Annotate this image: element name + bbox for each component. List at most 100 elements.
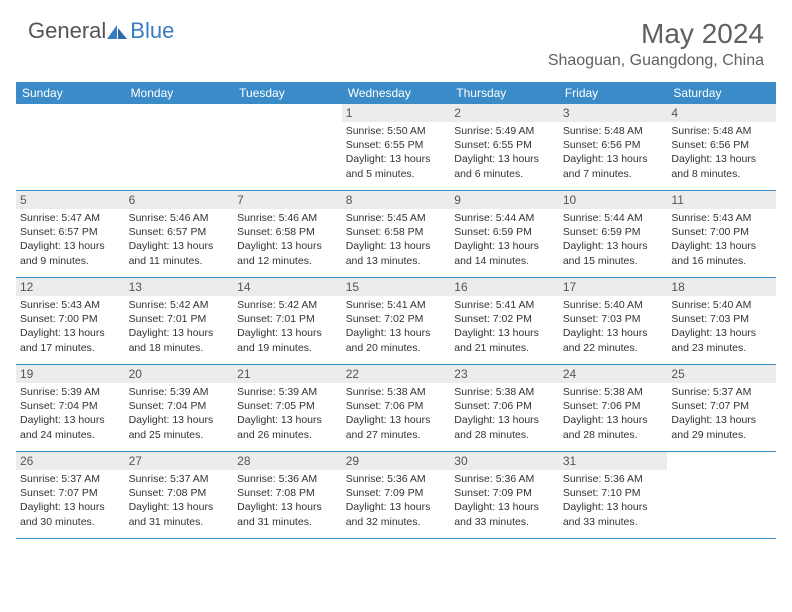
day-number: 19 xyxy=(16,365,125,383)
sunrise-text: Sunrise: 5:45 AM xyxy=(346,211,447,225)
sunset-text: Sunset: 7:08 PM xyxy=(237,486,338,500)
daylight-text: Daylight: 13 hours and 27 minutes. xyxy=(346,413,447,441)
sunrise-text: Sunrise: 5:36 AM xyxy=(237,472,338,486)
daylight-text: Daylight: 13 hours and 16 minutes. xyxy=(671,239,772,267)
day-cell: 23Sunrise: 5:38 AMSunset: 7:06 PMDayligh… xyxy=(450,365,559,451)
day-cell: 17 Sunrise: 5:40 AMSunset: 7:03 PMDayligh… xyxy=(559,278,668,364)
day-cell xyxy=(233,104,342,190)
day-cell: 6Sunrise: 5:46 AMSunset: 6:57 PMDaylight… xyxy=(125,191,234,277)
sunrise-text: Sunrise: 5:48 AM xyxy=(671,124,772,138)
daylight-text: Daylight: 13 hours and 20 minutes. xyxy=(346,326,447,354)
daylight-text: Daylight: 13 hours and 28 minutes. xyxy=(563,413,664,441)
day-cell: 13Sunrise: 5:42 AMSunset: 7:01 PMDayligh… xyxy=(125,278,234,364)
sunrise-text: Sunrise: 5:38 AM xyxy=(346,385,447,399)
day-cell: 4 Sunrise: 5:48 AMSunset: 6:56 PMDaylight… xyxy=(667,104,776,190)
day-number: 1 xyxy=(342,104,451,122)
sunset-text: Sunset: 7:00 PM xyxy=(671,225,772,239)
day-cell: 14Sunrise: 5:42 AMSunset: 7:01 PMDayligh… xyxy=(233,278,342,364)
daylight-text: Daylight: 13 hours and 19 minutes. xyxy=(237,326,338,354)
day-cell: 8Sunrise: 5:45 AMSunset: 6:58 PMDaylight… xyxy=(342,191,451,277)
sunset-text: Sunset: 6:56 PM xyxy=(671,138,772,152)
day-number: 9 xyxy=(450,191,559,209)
day-cell: 25 Sunrise: 5:37 AMSunset: 7:07 PMDayligh… xyxy=(667,365,776,451)
sunrise-text: Sunrise: 5:47 AM xyxy=(20,211,121,225)
daylight-text: Daylight: 13 hours and 33 minutes. xyxy=(454,500,555,528)
weekday-header-cell: Friday xyxy=(559,82,668,104)
day-cell: 7Sunrise: 5:46 AMSunset: 6:58 PMDaylight… xyxy=(233,191,342,277)
day-cell: 9Sunrise: 5:44 AMSunset: 6:59 PMDaylight… xyxy=(450,191,559,277)
sunset-text: Sunset: 7:04 PM xyxy=(129,399,230,413)
weekday-header-cell: Saturday xyxy=(667,82,776,104)
daylight-text: Daylight: 13 hours and 32 minutes. xyxy=(346,500,447,528)
day-number: 3 xyxy=(559,104,668,122)
daylight-text: Daylight: 13 hours and 25 minutes. xyxy=(129,413,230,441)
sunrise-text: Sunrise: 5:42 AM xyxy=(237,298,338,312)
sunset-text: Sunset: 7:04 PM xyxy=(20,399,121,413)
day-cell: 2Sunrise: 5:49 AMSunset: 6:55 PMDaylight… xyxy=(450,104,559,190)
sunrise-text: Sunrise: 5:48 AM xyxy=(563,124,664,138)
week-row: 19Sunrise: 5:39 AMSunset: 7:04 PMDayligh… xyxy=(16,365,776,452)
daylight-text: Daylight: 13 hours and 7 minutes. xyxy=(563,152,664,180)
sunrise-text: Sunrise: 5:43 AM xyxy=(671,211,772,225)
sunrise-text: Sunrise: 5:43 AM xyxy=(20,298,121,312)
day-number: 6 xyxy=(125,191,234,209)
sunrise-text: Sunrise: 5:37 AM xyxy=(671,385,772,399)
day-number: 10 xyxy=(559,191,668,209)
sunrise-text: Sunrise: 5:36 AM xyxy=(563,472,664,486)
sunset-text: Sunset: 6:56 PM xyxy=(563,138,664,152)
day-cell: 28Sunrise: 5:36 AMSunset: 7:08 PMDayligh… xyxy=(233,452,342,538)
day-cell: 24Sunrise: 5:38 AMSunset: 7:06 PMDayligh… xyxy=(559,365,668,451)
sunset-text: Sunset: 6:57 PM xyxy=(20,225,121,239)
daylight-text: Daylight: 13 hours and 23 minutes. xyxy=(671,326,772,354)
daylight-text: Daylight: 13 hours and 22 minutes. xyxy=(563,326,664,354)
day-cell: 19Sunrise: 5:39 AMSunset: 7:04 PMDayligh… xyxy=(16,365,125,451)
sunset-text: Sunset: 7:09 PM xyxy=(346,486,447,500)
daylight-text: Daylight: 13 hours and 33 minutes. xyxy=(563,500,664,528)
weekday-header-cell: Sunday xyxy=(16,82,125,104)
daylight-text: Daylight: 13 hours and 31 minutes. xyxy=(237,500,338,528)
day-cell xyxy=(16,104,125,190)
day-number: 23 xyxy=(450,365,559,383)
sunset-text: Sunset: 6:57 PM xyxy=(129,225,230,239)
sunrise-text: Sunrise: 5:46 AM xyxy=(237,211,338,225)
sunrise-text: Sunrise: 5:38 AM xyxy=(454,385,555,399)
empty-day xyxy=(129,104,230,122)
sunrise-text: Sunrise: 5:37 AM xyxy=(129,472,230,486)
daylight-text: Daylight: 13 hours and 14 minutes. xyxy=(454,239,555,267)
day-cell: 26Sunrise: 5:37 AMSunset: 7:07 PMDayligh… xyxy=(16,452,125,538)
sunrise-text: Sunrise: 5:46 AM xyxy=(129,211,230,225)
weekday-header-cell: Monday xyxy=(125,82,234,104)
sunset-text: Sunset: 6:58 PM xyxy=(346,225,447,239)
day-number: 17 xyxy=(559,278,668,296)
logo: General Blue xyxy=(28,18,174,44)
day-cell: 18Sunrise: 5:40 AMSunset: 7:03 PMDayligh… xyxy=(667,278,776,364)
daylight-text: Daylight: 13 hours and 18 minutes. xyxy=(129,326,230,354)
sunset-text: Sunset: 7:07 PM xyxy=(671,399,772,413)
day-number: 24 xyxy=(559,365,668,383)
sunset-text: Sunset: 7:02 PM xyxy=(454,312,555,326)
sunrise-text: Sunrise: 5:39 AM xyxy=(20,385,121,399)
day-number: 18 xyxy=(667,278,776,296)
sunrise-text: Sunrise: 5:49 AM xyxy=(454,124,555,138)
day-cell: 20Sunrise: 5:39 AMSunset: 7:04 PMDayligh… xyxy=(125,365,234,451)
sunrise-text: Sunrise: 5:40 AM xyxy=(563,298,664,312)
location-text: Shaoguan, Guangdong, China xyxy=(548,52,764,70)
daylight-text: Daylight: 13 hours and 8 minutes. xyxy=(671,152,772,180)
day-number: 12 xyxy=(16,278,125,296)
day-number: 4 xyxy=(667,104,776,122)
day-cell xyxy=(125,104,234,190)
empty-day xyxy=(20,104,121,122)
day-number: 25 xyxy=(667,365,776,383)
day-number: 5 xyxy=(16,191,125,209)
week-row: 12Sunrise: 5:43 AMSunset: 7:00 PMDayligh… xyxy=(16,278,776,365)
sunrise-text: Sunrise: 5:42 AM xyxy=(129,298,230,312)
sunrise-text: Sunrise: 5:44 AM xyxy=(454,211,555,225)
daylight-text: Daylight: 13 hours and 30 minutes. xyxy=(20,500,121,528)
sunset-text: Sunset: 6:59 PM xyxy=(563,225,664,239)
daylight-text: Daylight: 13 hours and 29 minutes. xyxy=(671,413,772,441)
day-number: 15 xyxy=(342,278,451,296)
day-number: 21 xyxy=(233,365,342,383)
sunset-text: Sunset: 7:03 PM xyxy=(563,312,664,326)
sunrise-text: Sunrise: 5:36 AM xyxy=(346,472,447,486)
empty-day xyxy=(237,104,338,122)
